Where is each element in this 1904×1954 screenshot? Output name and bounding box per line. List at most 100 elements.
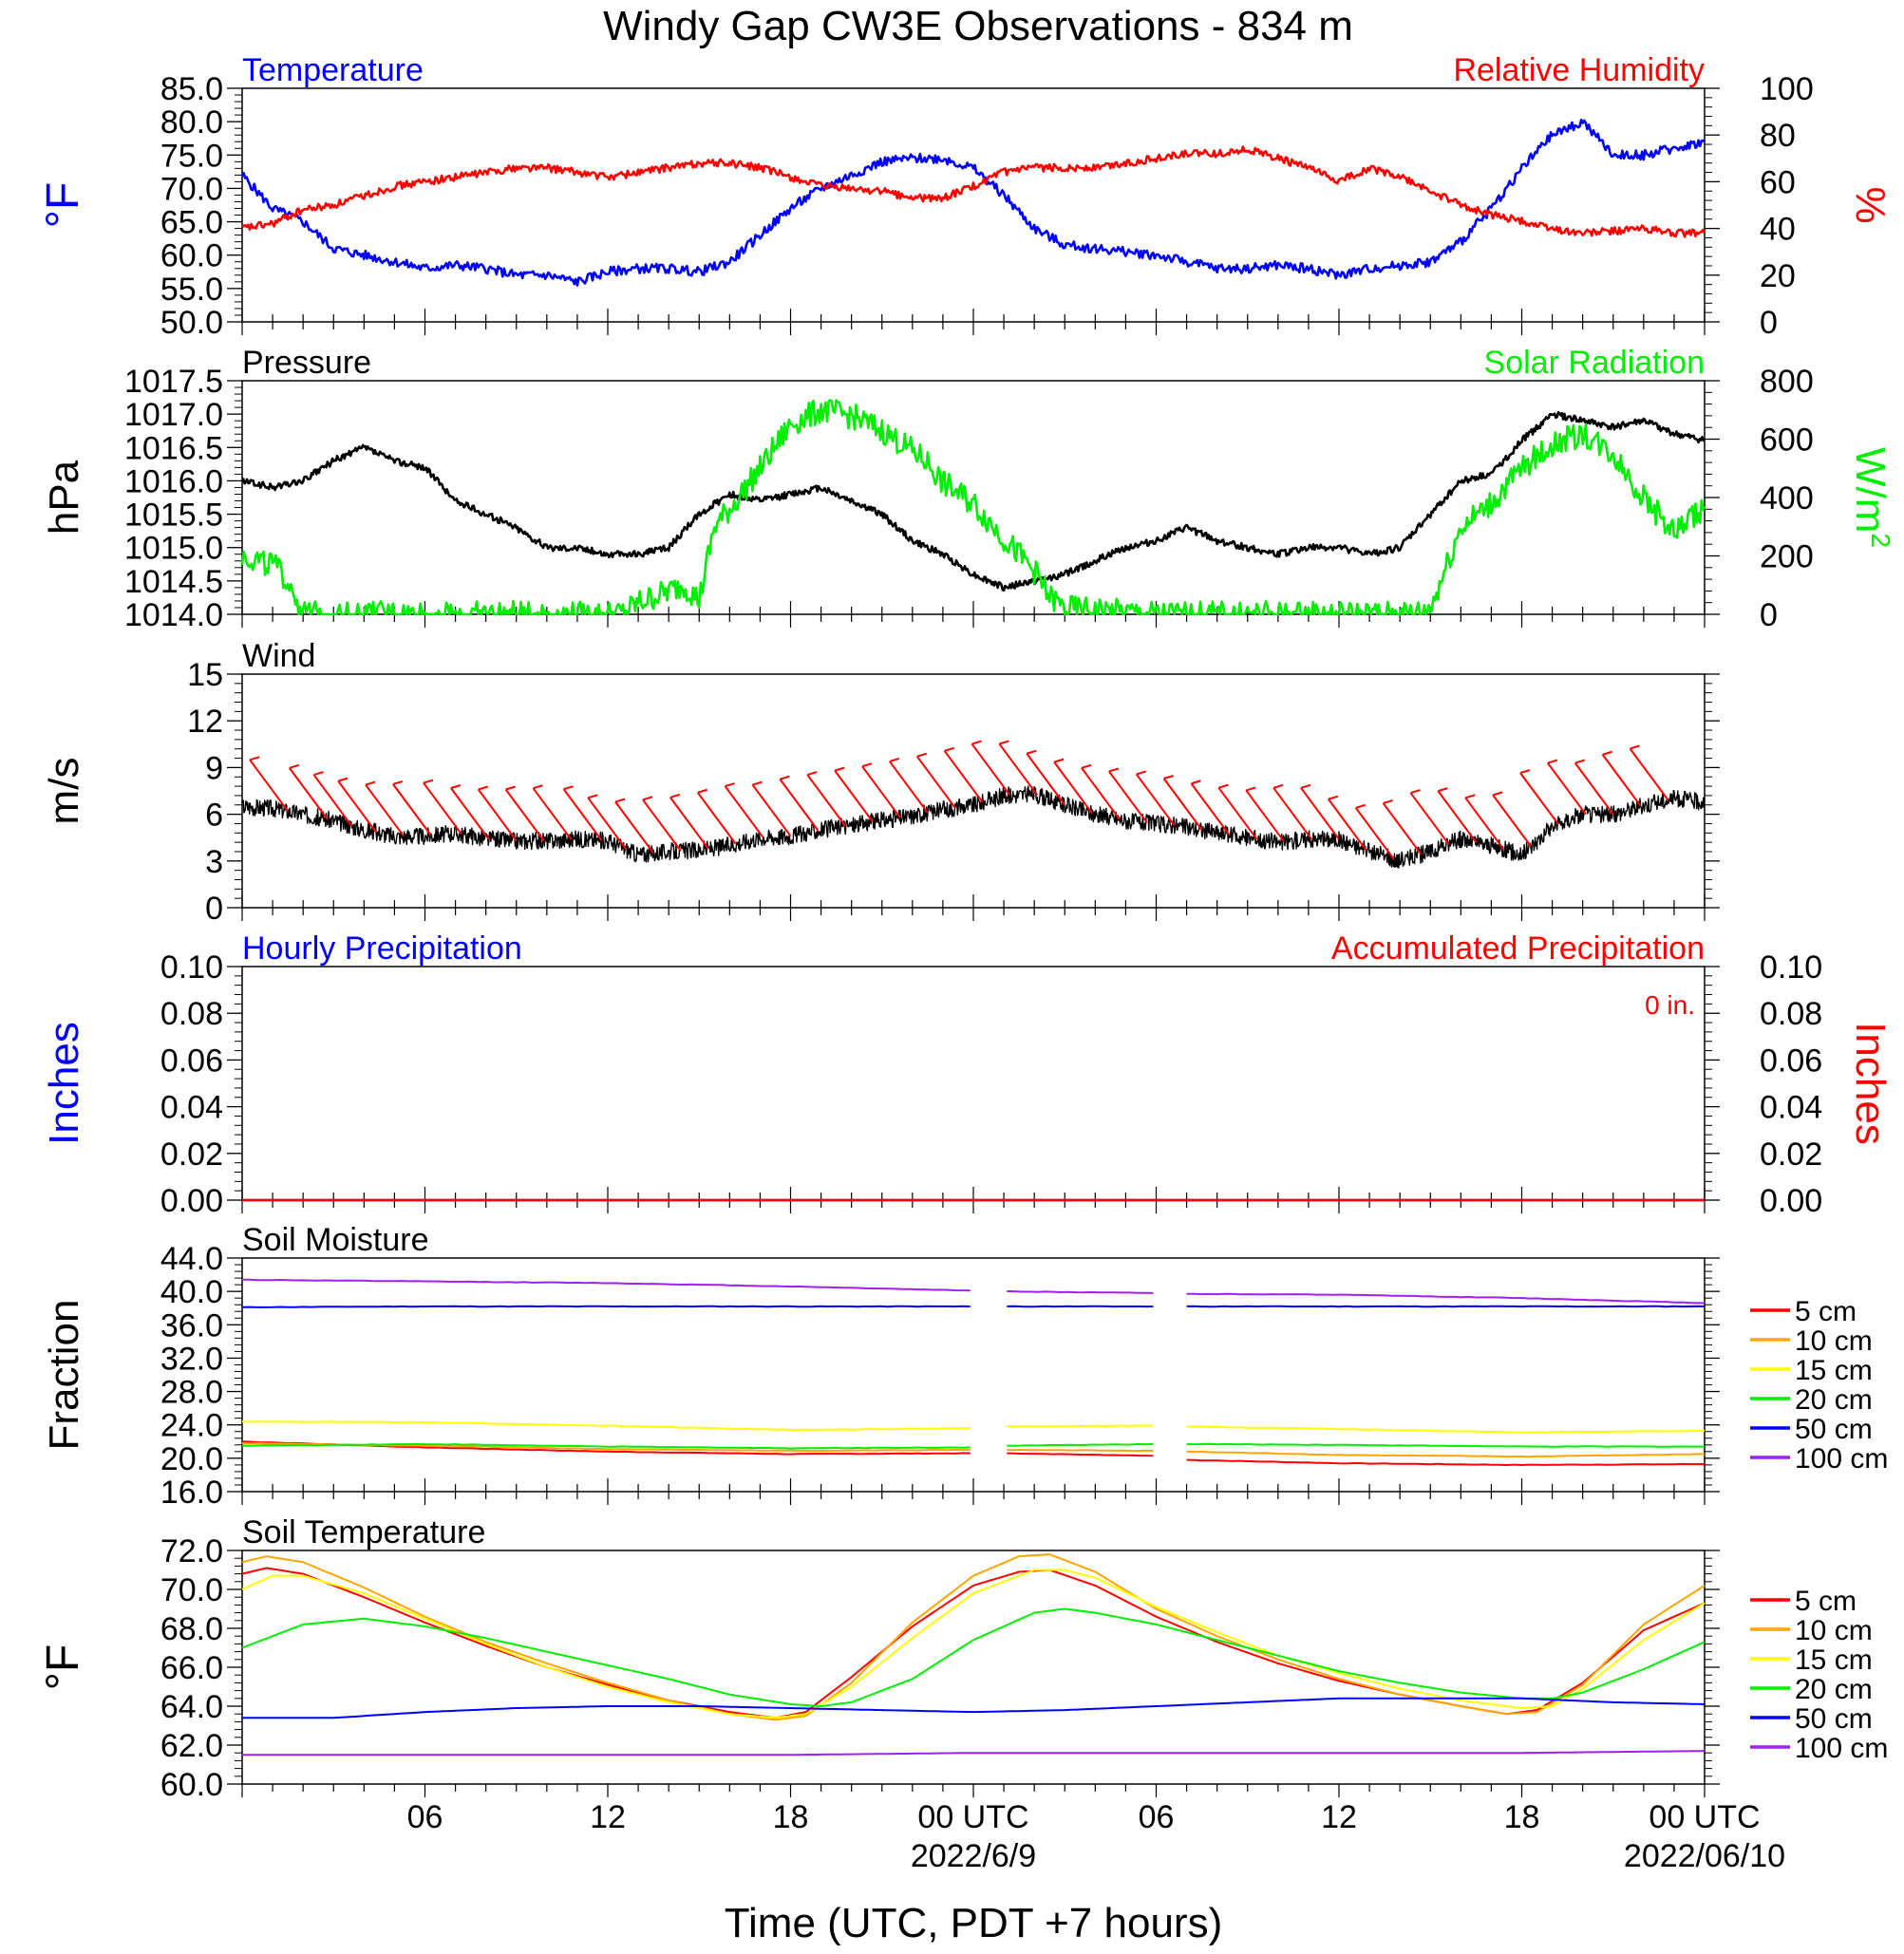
wind-barb — [834, 770, 874, 823]
y-tick-label-left: 20.0 — [160, 1441, 223, 1477]
y-tick-label-left: 0.06 — [160, 1043, 223, 1079]
y-tick-label-left: 0.04 — [160, 1090, 223, 1126]
wind-barb-flag — [1492, 791, 1503, 797]
y-tick-label-left: 68.0 — [160, 1611, 223, 1647]
wind-barb — [1464, 797, 1505, 850]
wind-barb-flag — [1464, 794, 1476, 799]
wind-barb — [1053, 761, 1093, 815]
chart-title: Windy Gap CW3E Observations - 834 m — [603, 3, 1353, 49]
y-tick-label-left: 80.0 — [160, 104, 223, 141]
y-axis-label-right: % — [1847, 186, 1894, 223]
legend-label: 20 cm — [1795, 1674, 1873, 1705]
y-tick-label-right: 0.00 — [1760, 1183, 1822, 1219]
series-line-15cm — [241, 1569, 1706, 1719]
series-line-20cm — [241, 1442, 971, 1450]
y-axis-label-left: Fraction — [41, 1300, 87, 1451]
wind-barb — [1245, 789, 1286, 843]
x-tick-label: 00 UTC — [917, 1799, 1028, 1835]
wind-barb — [861, 765, 901, 818]
y-tick-label-right: 100 — [1760, 71, 1814, 107]
y-tick-label-left: 24.0 — [160, 1408, 223, 1444]
wind-barb — [943, 750, 984, 803]
wind-barb-flag — [1547, 759, 1558, 764]
y-tick-label-left: 1017.0 — [124, 397, 223, 433]
series-line-20cm — [241, 1607, 1706, 1707]
wind-barb — [312, 774, 353, 827]
wind-barb-flag — [1328, 795, 1339, 800]
wind-barb-flag — [563, 785, 574, 791]
wind-barb — [1162, 778, 1203, 831]
series-line-20cm — [1007, 1442, 1154, 1447]
y-tick-label-right: 0.06 — [1760, 1043, 1822, 1079]
wind-barb — [915, 756, 956, 809]
y-tick-label-left: 36.0 — [160, 1307, 223, 1343]
wind-barb — [1601, 754, 1642, 807]
wind-barb-flag — [505, 785, 516, 791]
wind-barb-flag — [1355, 803, 1367, 809]
wind-barb — [504, 788, 545, 842]
series-line-50cm — [242, 1697, 1706, 1719]
y-tick-label-left: 12 — [187, 704, 223, 740]
wind-barb — [779, 779, 820, 832]
wind-barb — [971, 742, 1011, 797]
series-line — [241, 145, 1706, 238]
y-tick-label-left: 64.0 — [160, 1689, 223, 1725]
y-tick-label-left: 50.0 — [160, 305, 223, 341]
y-axis-label-right: W/m2 — [1847, 447, 1895, 548]
wind-barb-flag — [999, 740, 1009, 745]
wind-barb — [1081, 767, 1121, 820]
wind-barb-flag — [1602, 750, 1612, 756]
wind-barb-flag — [806, 771, 818, 777]
y-tick-label-left: 15 — [187, 657, 223, 693]
y-tick-label-left: 0.08 — [160, 996, 223, 1032]
wind-barb — [392, 783, 432, 836]
wind-barb-flag — [1163, 775, 1174, 780]
wind-barb — [365, 783, 405, 837]
panel-title-right: Solar Radiation — [1484, 345, 1705, 381]
wind-barb — [1629, 747, 1669, 801]
wind-barb — [1135, 773, 1176, 827]
wind-barb-flag — [889, 758, 900, 762]
legend-label: 20 cm — [1795, 1384, 1873, 1416]
y-tick-label-left: 1015.0 — [124, 531, 223, 567]
y-tick-label-left: 1016.0 — [124, 463, 223, 499]
y-axis-label-left: hPa — [41, 460, 87, 535]
wind-barb — [1574, 762, 1614, 816]
wind-barb-flag — [1410, 789, 1421, 795]
y-axis-label-left: °F — [38, 182, 88, 229]
series-line-5cm — [1007, 1452, 1154, 1457]
y-axis-label-left: m/s — [41, 758, 87, 825]
wind-barb-flag — [1245, 786, 1256, 792]
wind-barb — [1547, 762, 1587, 816]
wind-barb-flag — [1519, 769, 1531, 775]
series-line-10cm — [1007, 1448, 1154, 1453]
wind-barb — [1272, 787, 1312, 840]
panel-soil-temperature: 60.062.064.066.068.070.072.0 Soil Tempera… — [38, 1514, 1888, 1803]
wind-barb — [751, 783, 792, 837]
wind-barb-flag — [752, 780, 763, 786]
wind-barb-flag — [834, 766, 845, 772]
y-axis-label-right-base: W/m — [1847, 447, 1894, 533]
series-line — [241, 411, 1706, 592]
wind-barb-flag — [1272, 783, 1284, 789]
legend-label: 100 cm — [1795, 1733, 1888, 1764]
legend-label: 5 cm — [1795, 1586, 1857, 1617]
wind-barb-flag — [249, 756, 260, 761]
wind-barb-flag — [1026, 749, 1037, 755]
legend-label: 10 cm — [1795, 1615, 1873, 1646]
y-tick-label-left: 1017.5 — [124, 364, 223, 400]
series-line-10cm — [241, 1553, 1706, 1721]
y-tick-label-left: 62.0 — [160, 1728, 223, 1764]
wind-barb-flag — [861, 762, 873, 768]
wind-barb-flag — [423, 779, 434, 784]
y-tick-label-left: 6 — [205, 798, 223, 834]
y-tick-label-right: 0.10 — [1760, 949, 1822, 986]
y-tick-label-left: 32.0 — [160, 1341, 223, 1377]
wind-barb — [337, 780, 377, 834]
wind-barb — [562, 788, 603, 841]
y-tick-label-left: 60.0 — [160, 1767, 223, 1803]
y-tick-label-left: 0 — [205, 891, 223, 927]
y-tick-label-right: 80 — [1760, 118, 1796, 154]
y-tick-label-right: 0 — [1760, 597, 1778, 633]
x-tick-label: 12 — [590, 1799, 626, 1835]
